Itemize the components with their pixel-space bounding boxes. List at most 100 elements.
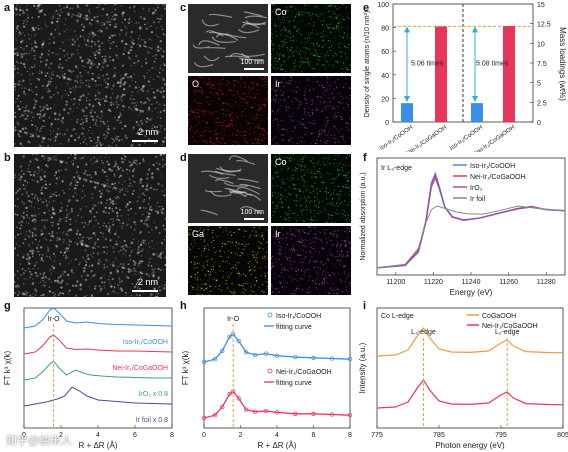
scale-label-d: 100 nm [240,209,264,216]
scale-bar-b [132,290,158,292]
point-h-0 [236,338,241,344]
xlabel-h: R + ΔR (Å) [258,441,297,450]
bar-e-3 [503,26,515,123]
l3-label-i: L₃-edge [411,329,436,336]
ytick-label-left-e: 100 [377,2,389,9]
eds-d-co: Co [271,154,351,223]
legend-label-f-2: IrO₂ [470,185,483,192]
haadf-image-a: 2 nm [14,4,166,147]
annotation-e-0: 5.06 times [411,60,444,67]
xtick-label-f: 11280 [537,279,556,286]
eds-c-co: Co [271,4,351,73]
eds-d-ir: Ir [271,226,351,295]
xtick-label-f: 11260 [499,279,518,286]
point-h-1 [201,415,207,421]
annotation-e-1: 5.08 times [476,60,509,67]
xtick-label-i: 795 [495,432,507,439]
point-h-1 [329,412,334,417]
xcat-e-0: Iso-Ir₁/CoOOH [379,125,414,152]
xanes-chart: 11200 11220 11240 11260 11280 Ir L₃-edge Iso-I… [360,157,566,297]
series-g-1 [23,334,173,355]
point-h-1 [252,409,258,414]
bar-e-0 [401,103,413,122]
eds-c-o-label: O [192,79,200,89]
point-h-1 [236,396,241,401]
point-h-0 [293,354,298,360]
ytick-label-right-e: 7.5 [537,61,547,68]
point-h-0 [201,359,207,365]
ytick-label-right-e: 15 [537,2,545,9]
atom-texture-a [14,4,166,147]
ytick-label-left-e: 20 [381,96,389,103]
ytick-label-left-e: 80 [381,26,389,33]
legend-label-i-1: Nei-Ir₁/CoGaOOH [482,323,538,330]
bar-e-2 [471,103,483,122]
panel-h-label: h [180,300,187,312]
xtick-label-g: 8 [170,432,174,439]
legend-label-h-1-0: Nei-Ir₁/CoGaOOH [276,369,332,376]
xtick-label-g: 6 [133,432,137,439]
series-g-2 [23,360,172,381]
xtick-label-h: 4 [275,432,279,439]
ytick-label-left-e: 60 [381,49,389,56]
point-h-0 [220,348,225,353]
eds-c-ir: Ir [271,76,351,145]
xlabel-g: R + ΔR (Å) [79,441,118,450]
peak-label-h: Ir-O [227,316,240,323]
ytick-label-left-e: 0 [385,120,389,127]
point-h-1 [212,413,218,418]
series-f-2 [376,177,566,269]
panel-a-label: a [4,2,11,14]
point-h-0 [212,357,218,362]
legend-label-h-1-1: fitting curve [276,380,312,387]
ytick-label-right-e: 5 [537,81,541,88]
edge-label-f: Ir L₃-edge [381,165,412,172]
legend-marker-h-1 [267,368,273,374]
legend-marker-h-0 [267,312,273,318]
ylabel-right-e: Mass loadings (wt%) [558,27,567,101]
point-h-1 [293,411,298,416]
series-i-0 [376,326,564,357]
point-h-0 [274,353,280,358]
fit-curve-h-0 [203,333,351,363]
panel-i-label: i [363,300,367,312]
xlabel-i: Photon energy (eV) [435,441,505,450]
eds-d-haadf-texture [200,155,262,216]
eds-c-ir-label: Ir [275,79,281,89]
eds-d-haadf: 100 nm [188,154,268,223]
point-h-0 [243,350,249,355]
panel-f-label: f [363,152,367,164]
eds-d-ga-texture [188,226,268,295]
series-g-0 [23,307,173,329]
legend-label-i-0: CoGaOOH [482,313,516,320]
panel-e-label: e [363,2,370,14]
eds-d-ga-label: Ga [192,229,205,239]
eds-c-co-label: Co [275,7,287,17]
xtick-label-h: 6 [312,432,316,439]
xtick-label-f: 11200 [386,279,405,286]
ytick-label-right-e: 2.5 [537,100,547,107]
series-i-1 [376,378,564,409]
scale-bar-a [132,140,158,142]
bar-e-1 [435,26,447,123]
atom-texture-b [14,154,166,297]
point-h-0 [347,357,353,362]
point-h-1 [227,392,232,397]
co-ledge-chart: 775 785 795 805 Co L-edge L₃-edge L₂-edge CoGaO… [358,307,568,450]
eds-d-ir-label: Ir [275,229,281,239]
haadf-image-b: 2 nm [14,154,166,297]
eds-c-haadf-texture [192,11,268,68]
curve-label-g-0: Iso-Ir₁/CoOOH [123,339,168,346]
l2-label-i: L₂-edge [495,329,520,336]
density-bar-chart: 0 20 40 60 80 100 0 2.5 5 7.5 10 12.5 15 5.06 times 5.… [364,2,567,152]
xlabel-f: Energy (eV) [450,288,493,297]
fit-curve-h-1 [203,390,351,419]
legend-label-f-3: Ir foil [470,196,486,203]
legend-label-f-0: Iso-Ir₁/CoOOH [470,163,515,170]
point-h-0 [263,351,269,356]
xtick-label-i: 775 [371,432,383,439]
eds-c-co-texture [271,4,351,73]
xtick-label-h: 8 [348,432,352,439]
legend-label-h-0-0: Iso-Ir₁/CoOOH [276,313,321,320]
xtick-label-f: 11240 [462,279,481,286]
